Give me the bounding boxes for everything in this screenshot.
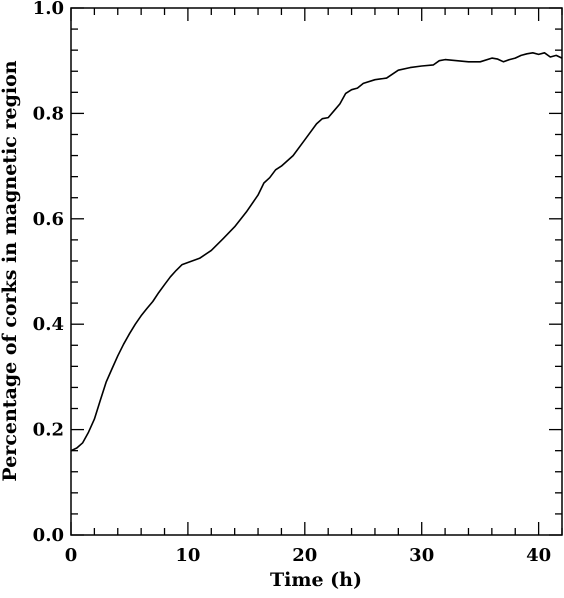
x-tick-label: 10 <box>175 545 200 566</box>
y-tick-label: 0.4 <box>33 314 64 335</box>
x-tick-label: 30 <box>409 545 434 566</box>
series-line <box>70 51 563 452</box>
plot-frame <box>70 7 563 536</box>
y-tick-label: 1.0 <box>33 0 64 19</box>
series-layer <box>70 51 563 452</box>
y-tick-label: 0.2 <box>33 420 64 441</box>
y-axis-title: Percentage of corks in magnetic region <box>0 60 21 481</box>
x-tick-label: 40 <box>526 545 551 566</box>
y-tick-label: 0.0 <box>33 525 64 546</box>
x-tick-label: 0 <box>65 545 78 566</box>
x-axis-title: Time (h) <box>270 569 362 591</box>
y-tick-label: 0.6 <box>33 209 64 230</box>
x-axis-ticks: 0 10 20 30 40 <box>65 8 563 566</box>
y-tick-label: 0.8 <box>33 103 64 124</box>
y-axis-ticks: 0.0 0.2 0.4 0.6 0.8 1.0 <box>33 0 562 546</box>
x-tick-label: 20 <box>292 545 317 566</box>
